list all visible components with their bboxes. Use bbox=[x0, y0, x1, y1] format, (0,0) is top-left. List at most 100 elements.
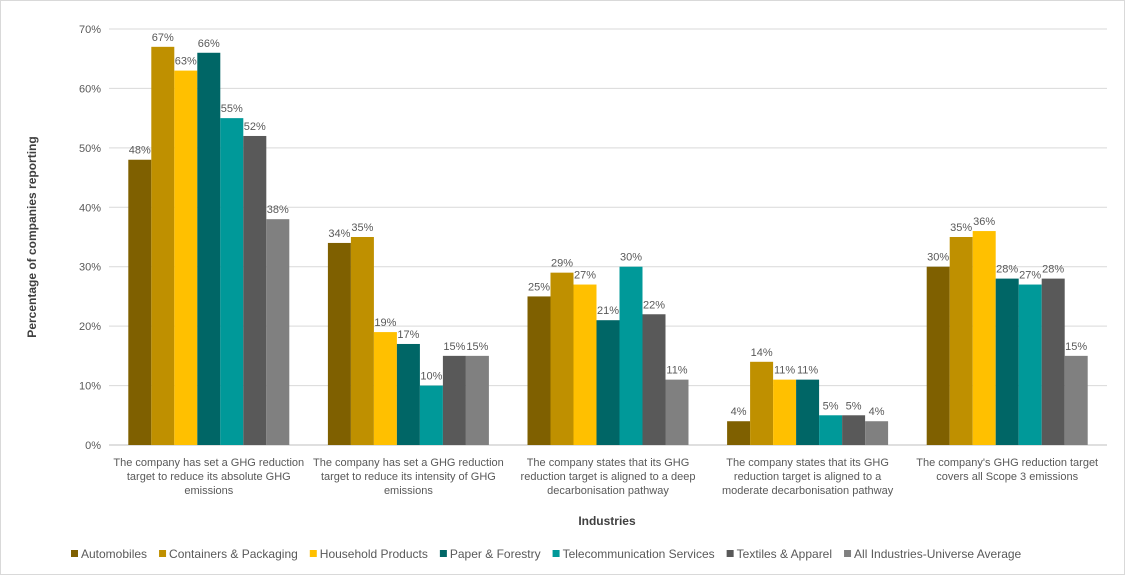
y-tick-label: 0% bbox=[85, 440, 101, 452]
y-tick-label: 50% bbox=[79, 143, 101, 155]
data-label: 5% bbox=[846, 400, 862, 412]
data-label: 17% bbox=[397, 329, 419, 341]
legend-label: Paper & Forestry bbox=[450, 547, 541, 561]
bar bbox=[573, 284, 597, 445]
data-label: 28% bbox=[996, 264, 1018, 276]
bar bbox=[665, 379, 689, 445]
legend-label: All Industries-Universe Average bbox=[854, 547, 1022, 561]
bar bbox=[550, 272, 574, 445]
x-axis-categories: The company has set a GHG reduction targe… bbox=[113, 457, 1098, 497]
legend-swatch bbox=[309, 550, 317, 557]
data-label: 25% bbox=[528, 281, 550, 293]
data-label: 34% bbox=[328, 228, 350, 240]
data-label: 15% bbox=[466, 341, 488, 353]
bar bbox=[926, 266, 950, 445]
x-category-label: The company has set a GHG reduction bbox=[313, 457, 504, 469]
bar bbox=[465, 355, 489, 445]
x-category-label: The company's GHG reduction target bbox=[916, 457, 1098, 469]
legend-swatch bbox=[844, 550, 852, 557]
data-label: 36% bbox=[973, 216, 995, 228]
x-category-label: moderate decarbonisation pathway bbox=[722, 485, 894, 497]
y-tick-label: 70% bbox=[79, 24, 101, 36]
y-tick-label: 40% bbox=[79, 202, 101, 214]
legend-item: Paper & Forestry bbox=[439, 547, 541, 561]
x-category-label: reduction target is aligned to a bbox=[734, 471, 882, 483]
bar bbox=[419, 385, 443, 445]
data-label: 66% bbox=[198, 38, 220, 50]
bar bbox=[1064, 355, 1088, 445]
data-label: 67% bbox=[152, 32, 174, 44]
bar bbox=[527, 296, 551, 445]
x-category-label: The company states that its GHG bbox=[527, 457, 690, 469]
bar bbox=[773, 379, 797, 445]
legend-label: Household Products bbox=[320, 547, 428, 561]
bar bbox=[174, 70, 198, 445]
data-label: 27% bbox=[574, 270, 596, 282]
bar bbox=[327, 242, 351, 445]
x-category-label: covers all Scope 3 emissions bbox=[936, 471, 1078, 483]
legend-item: Household Products bbox=[309, 547, 428, 561]
data-label: 15% bbox=[443, 341, 465, 353]
bar bbox=[373, 332, 397, 445]
bar bbox=[220, 118, 244, 446]
bar bbox=[619, 266, 643, 445]
data-label: 27% bbox=[1019, 270, 1041, 282]
x-category-label: emissions bbox=[184, 485, 233, 497]
bar bbox=[819, 415, 843, 445]
y-tick-label: 60% bbox=[79, 83, 101, 95]
x-category-label: target to reduce its absolute GHG bbox=[127, 471, 291, 483]
data-label: 63% bbox=[175, 56, 197, 68]
bar bbox=[865, 421, 889, 445]
legend-swatch bbox=[159, 550, 167, 557]
data-label: 28% bbox=[1042, 264, 1064, 276]
bar bbox=[750, 361, 774, 445]
data-label: 5% bbox=[823, 400, 839, 412]
data-label: 38% bbox=[267, 204, 289, 216]
bar bbox=[128, 159, 152, 445]
data-label: 10% bbox=[420, 371, 442, 383]
bar bbox=[842, 415, 866, 445]
x-axis-title: Industries bbox=[578, 514, 636, 528]
data-label: 22% bbox=[643, 299, 665, 311]
data-label: 15% bbox=[1065, 341, 1087, 353]
data-label: 4% bbox=[731, 406, 747, 418]
x-category-label: target to reduce its intensity of GHG bbox=[321, 471, 496, 483]
x-category-label: emissions bbox=[384, 485, 433, 497]
data-label: 11% bbox=[666, 365, 687, 377]
bar bbox=[350, 237, 374, 445]
x-category-label: reduction target is aligned to a deep bbox=[521, 471, 696, 483]
legend-label: Automobiles bbox=[81, 547, 147, 561]
legend-item: Telecommunication Services bbox=[552, 547, 715, 561]
data-label: 4% bbox=[869, 406, 885, 418]
bar bbox=[796, 379, 820, 445]
legend-swatch bbox=[71, 550, 78, 557]
legend-swatch bbox=[439, 550, 447, 557]
data-label: 55% bbox=[221, 103, 243, 115]
legend-label: Telecommunication Services bbox=[563, 547, 715, 561]
data-label: 11% bbox=[797, 365, 818, 377]
bar bbox=[642, 314, 666, 445]
data-label: 14% bbox=[751, 347, 773, 359]
bar bbox=[396, 343, 420, 445]
bar bbox=[266, 219, 290, 445]
x-category-label: The company states that its GHG bbox=[726, 457, 889, 469]
bar bbox=[949, 237, 973, 445]
y-tick-label: 30% bbox=[79, 262, 101, 274]
legend-swatch bbox=[726, 550, 734, 557]
data-label: 21% bbox=[597, 305, 619, 317]
legend-label: Containers & Packaging bbox=[169, 547, 298, 561]
data-label: 29% bbox=[551, 258, 573, 270]
data-labels: 48% 34% 25% 4% 30% 67% 35% 29% 14% 35% 63% 19% 27% 11… bbox=[129, 32, 1088, 418]
bar bbox=[995, 278, 1019, 445]
data-label: 48% bbox=[129, 145, 151, 157]
legend-label: Textiles & Apparel bbox=[737, 547, 832, 561]
legend-swatch bbox=[552, 550, 560, 557]
legend-item: Containers & Packaging bbox=[159, 547, 298, 561]
data-label: 11% bbox=[774, 365, 795, 377]
legend-item: All Industries-Universe Average bbox=[844, 547, 1022, 561]
data-label: 30% bbox=[927, 252, 949, 264]
x-category-label: decarbonisation pathway bbox=[547, 485, 669, 497]
bar bbox=[972, 231, 996, 445]
